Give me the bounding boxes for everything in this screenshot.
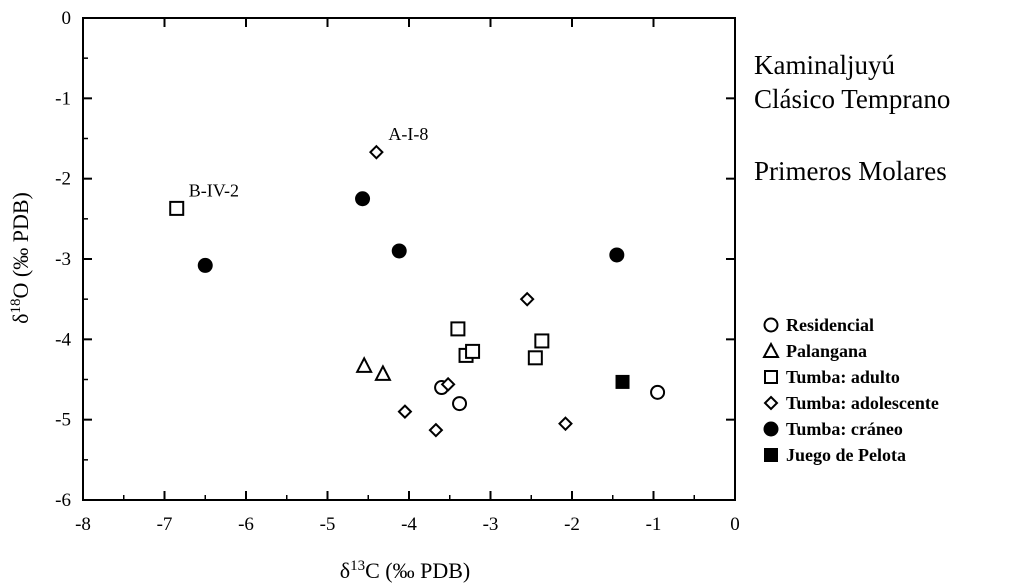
data-point-square-open: [527, 350, 543, 366]
data-point-diamond-open: [558, 416, 573, 432]
y-axis-title: δ18O (‰ PDB): [8, 192, 33, 324]
data-point-diamond-open: [519, 291, 535, 307]
x-tick-label: -3: [483, 514, 499, 535]
x-axis-title: δ13C (‰ PDB): [340, 558, 471, 583]
data-point-diamond-open: [368, 144, 384, 160]
data-point-square-filled: [615, 374, 630, 389]
data-point-circle-filled: [355, 191, 371, 207]
legend-item-tumba-craneo: Tumba: cráneo: [762, 416, 939, 442]
legend-item-tumba-adulto: Tumba: adulto: [762, 364, 939, 390]
data-point-diamond-open: [440, 376, 456, 392]
data-point-triangle-open: [374, 364, 392, 381]
x-tick-label: -5: [320, 514, 336, 535]
data-point-circle-open: [650, 384, 666, 400]
y-tick-label: -2: [55, 169, 71, 190]
x-tick-label: -1: [646, 514, 662, 535]
chart-title-line2: Clásico Temprano: [754, 84, 951, 114]
data-point-square-open: [450, 321, 466, 337]
y-tick-label: 0: [62, 8, 72, 29]
square-open-icon: [764, 370, 778, 384]
legend-label: Tumba: cráneo: [786, 418, 903, 439]
point-annotation: B-IV-2: [189, 180, 239, 200]
legend: Residencial Palangana Tumba: adulto Tumb…: [762, 312, 939, 468]
chart-subtitle: Primeros Molares: [754, 156, 947, 186]
data-point-diamond-open: [397, 404, 413, 420]
axes: -8 -7 -6 -5 -4 -3 -2 -1 0 0 -1 -2 -3 -4 -5 -6: [55, 8, 740, 535]
circle-open-icon: [763, 317, 779, 333]
data-point-square-open: [534, 333, 550, 349]
y-tick-label: -6: [55, 490, 71, 511]
point-annotation: A-I-8: [388, 124, 428, 144]
x-tick-label: -6: [238, 514, 254, 535]
plot-frame: [82, 17, 736, 501]
data-point-circle-filled: [197, 257, 213, 273]
data-point-square-open: [465, 343, 481, 359]
data-point-circle-open: [452, 396, 468, 412]
triangle-open-icon: [762, 342, 780, 358]
legend-item-palangana: Palangana: [762, 338, 939, 364]
y-tick-label: -4: [55, 329, 71, 350]
x-tick-label: -2: [564, 514, 580, 535]
x-tick-label: -8: [75, 514, 91, 535]
data-point-square-open: [169, 200, 185, 216]
x-tick-label: 0: [730, 514, 740, 535]
x-tick-label: -4: [401, 514, 417, 535]
data-point-triangle-open: [355, 356, 373, 373]
chart-title-line1: Kaminaljuyú: [754, 50, 895, 80]
y-tick-label: -3: [55, 249, 71, 270]
plot-area: [82, 17, 736, 501]
legend-label: Juego de Pelota: [786, 444, 906, 465]
circle-filled-icon: [763, 421, 779, 437]
data-point-diamond-open: [428, 422, 444, 438]
square-filled-icon: [764, 448, 778, 462]
legend-item-juego-de-pelota: Juego de Pelota: [762, 442, 939, 468]
legend-label: Tumba: adolescente: [786, 392, 939, 413]
diamond-open-icon: [763, 395, 779, 411]
data-points: [169, 144, 666, 438]
y-tick-label: -1: [55, 88, 71, 109]
x-tick-label: -7: [157, 514, 173, 535]
y-tick-label: -5: [55, 410, 71, 431]
data-point-circle-filled: [391, 243, 407, 259]
legend-item-residencial: Residencial: [762, 312, 939, 338]
legend-label: Palangana: [786, 340, 868, 361]
legend-label: Residencial: [786, 314, 874, 335]
data-point-circle-filled: [609, 247, 625, 263]
legend-label: Tumba: adulto: [786, 366, 900, 387]
annotations: A-I-8 B-IV-2: [189, 124, 429, 200]
legend-item-tumba-adolescente: Tumba: adolescente: [762, 390, 939, 416]
